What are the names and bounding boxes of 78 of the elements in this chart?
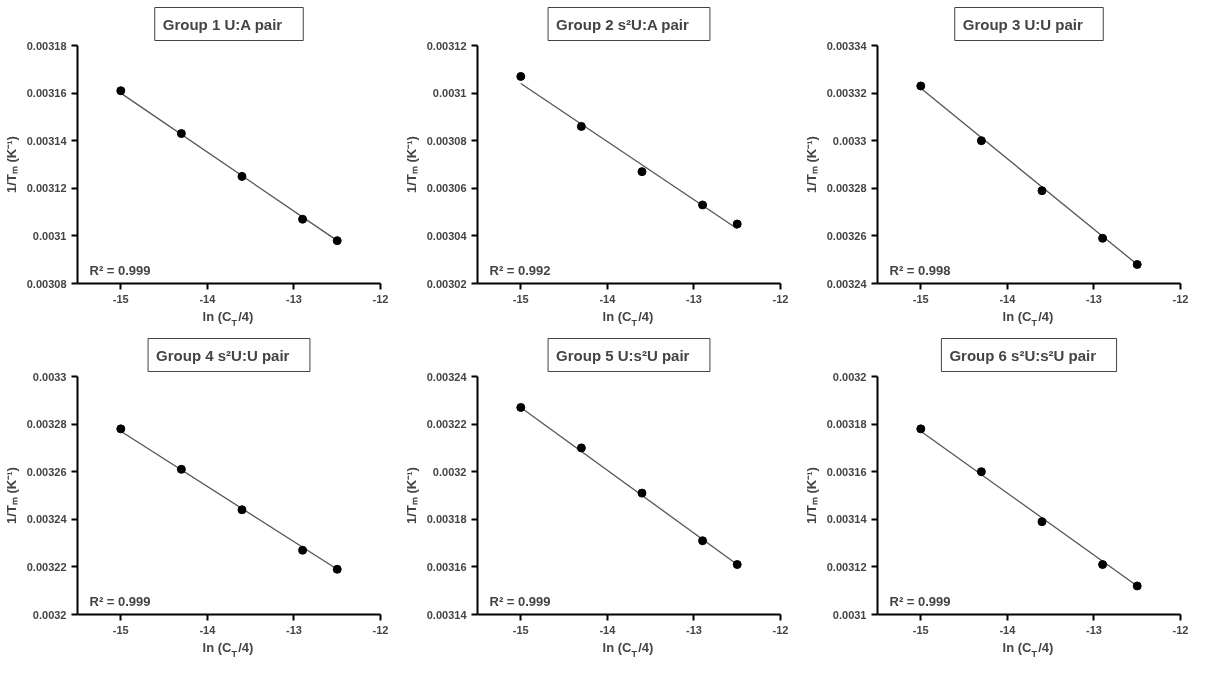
annotation: R² = 0.999 [89,262,151,278]
y-tick-label: 0.00318 [426,513,467,526]
y-tick-label: 0.00324 [826,277,868,290]
y-axis-title: 1/Tₘ (K⁻¹) [3,136,19,193]
chart-title: Group 2 s²U:A pair [556,15,690,33]
x-tick-label: -12 [772,623,789,636]
y-tick-label: 0.0032 [832,370,867,383]
x-tick-label: -13 [685,623,702,636]
chart-title: Group 3 U:U pair [962,15,1083,33]
y-tick-label: 0.00334 [826,39,868,52]
y-tick-label: 0.00324 [26,513,68,526]
chart-title: Group 5 U:s²U pair [556,346,690,364]
x-tick-label: -14 [999,292,1017,305]
x-tick-label: -13 [1085,623,1102,636]
y-tick-label: 0.00326 [26,465,67,478]
x-tick-label: -13 [685,292,702,305]
x-tick-label: -15 [912,292,929,305]
y-tick-label: 0.00322 [426,418,467,431]
y-axis-title: 1/Tₘ (K⁻¹) [403,467,419,524]
x-tick-label: -12 [1172,292,1189,305]
y-tick-label: 0.0031 [32,229,67,242]
y-tick-label: 0.00316 [26,87,67,100]
annotation: R² = 0.999 [89,593,151,609]
annotation: R² = 0.999 [489,593,551,609]
x-tick-label: -14 [999,623,1017,636]
annotation: R² = 0.992 [489,262,551,278]
y-tick-label: 0.00318 [826,418,867,431]
annotation: R² = 0.999 [889,593,951,609]
y-tick-label: 0.00304 [426,229,468,242]
y-axis-title: 1/Tₘ (K⁻¹) [803,136,819,193]
y-axis-title: 1/Tₘ (K⁻¹) [803,467,819,524]
y-tick-label: 0.00312 [426,39,467,52]
y-tick-label: 0.00314 [426,608,468,621]
y-tick-label: 0.00324 [426,370,468,383]
y-tick-label: 0.00306 [426,182,467,195]
x-tick-label: -13 [285,623,302,636]
y-tick-label: 0.0032 [432,465,467,478]
x-tick-label: -12 [1172,623,1189,636]
chart-title: Group 1 U:A pair [162,15,283,33]
x-tick-label: -13 [285,292,302,305]
y-axis-title: 1/Tₘ (K⁻¹) [403,136,419,193]
y-tick-label: 0.00332 [826,87,867,100]
y-tick-label: 0.00322 [26,560,67,573]
y-tick-label: 0.00312 [26,182,67,195]
y-tick-label: 0.0031 [832,608,867,621]
x-tick-label: -13 [1085,292,1102,305]
x-tick-label: -15 [112,292,129,305]
x-tick-label: -15 [512,623,529,636]
x-tick-label: -14 [599,292,617,305]
y-tick-label: 0.00302 [426,277,467,290]
y-tick-label: 0.0032 [32,608,67,621]
y-tick-label: 0.00328 [826,182,867,195]
chart-title: Group 4 s²U:U pair [156,346,290,364]
y-tick-label: 0.0031 [432,87,467,100]
x-tick-label: -15 [512,292,529,305]
y-tick-label: 0.00316 [426,560,467,573]
x-tick-label: -12 [372,292,389,305]
y-tick-label: 0.00308 [426,134,467,147]
y-tick-label: 0.00312 [826,560,867,573]
y-tick-label: 0.00326 [826,229,867,242]
x-tick-label: -15 [112,623,129,636]
x-tick-label: -15 [912,623,929,636]
annotation: R² = 0.998 [889,262,951,278]
y-tick-label: 0.00314 [26,134,68,147]
y-tick-label: 0.0033 [832,134,867,147]
y-tick-label: 0.00308 [26,277,67,290]
x-tick-label: -12 [772,292,789,305]
y-tick-label: 0.00318 [26,39,67,52]
x-tick-label: -14 [199,623,217,636]
x-tick-label: -12 [372,623,389,636]
x-tick-label: -14 [199,292,217,305]
y-tick-label: 0.00328 [26,418,67,431]
y-tick-label: 0.00314 [826,513,868,526]
x-tick-label: -14 [599,623,617,636]
chart-title: Group 6 s²U:s²U pair [949,346,1097,364]
y-tick-label: 0.00316 [826,465,867,478]
y-axis-title: 1/Tₘ (K⁻¹) [3,467,19,524]
y-tick-label: 0.0033 [32,370,67,383]
